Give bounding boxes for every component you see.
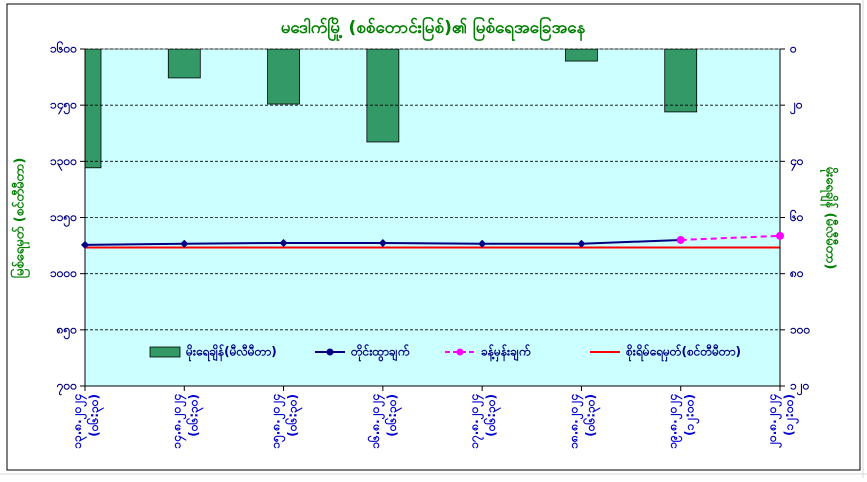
legend-label: စိုးရိမ်ရေမှတ်(စင်တီမီတာ) <box>625 343 741 363</box>
x-tick-label: ၂၀.၈.၂၀၂၄ (၁၂:၀၀) <box>765 394 800 449</box>
legend-label: တိုင်းထွာချက် <box>350 343 410 363</box>
rain-bar <box>267 49 300 105</box>
chart-title: မဒေါက်မြို့ (စစ်တောင်းမြစ်)၏ မြစ်ရေအခြေအ… <box>281 15 586 42</box>
y2-tick-label: ၄၀ <box>789 154 804 172</box>
y2-tick-label: ၁၀၀ <box>790 322 811 336</box>
y-tick-label: ၇၀၀ <box>56 379 78 397</box>
x-tick-label-line: ၁၈.၈.၂၀၂၄ <box>566 394 584 449</box>
point-marker <box>279 238 288 247</box>
x-tick-label: ၁၅.၈.၂၀၂၄ (၀၆:၃၀) <box>268 394 303 449</box>
x-tick-label-line: ၁၉.၈.၂၀၂၄ <box>665 394 683 449</box>
x-tick-label: ၁၉.၈.၂၀၂၄ (၁၂:၀၀) <box>665 394 700 449</box>
y-tick-label: ၁၃၀၀ <box>50 154 77 172</box>
point-marker <box>577 239 586 248</box>
x-tick-label: ၁၇.၈.၂၀၂၄ (၀၆:၃၀) <box>467 394 502 449</box>
point-marker <box>676 235 685 244</box>
y2-tick-label: ၆၀ <box>789 208 804 224</box>
point-marker <box>478 239 487 248</box>
y-tick-label: ၁၆၀၀ <box>50 40 77 56</box>
y2-tick-label: ၀ <box>789 42 797 56</box>
point-marker <box>81 240 89 249</box>
rain-bar <box>167 49 201 79</box>
legend-label: ခန့်မှန်းချက် <box>481 343 531 363</box>
y2-axis-title: မိုးရေချိန် (မီလီမီတာ) <box>820 167 840 270</box>
x-tick-label-line: (၀၆:၃၀) <box>283 394 303 437</box>
x-tick-label-line: ၁၃.၈.၂၀၂၄ <box>70 394 88 449</box>
x-tick-label-line: (၀၆:၃၀) <box>482 394 502 437</box>
y2-tick-label: ၁၂၀ <box>790 379 810 397</box>
x-tick-label: ၁၆.၈.၂၀၂၄ (၀၆:၃၀) <box>365 394 402 449</box>
x-tick-label-line: (၀၆:၃၀) <box>382 394 402 437</box>
point-marker <box>180 239 189 248</box>
x-tick-label-line: (၀၆:၃၀) <box>581 394 601 437</box>
point-marker <box>776 231 784 240</box>
x-tick-label-line: ၁၄.၈.၂၀၂၄ <box>169 394 187 449</box>
y-tick-label: ၁၁၅၀ <box>50 210 77 228</box>
rain-bar <box>664 49 698 113</box>
rain-bar <box>366 49 400 143</box>
series-line <box>680 234 780 241</box>
point-marker <box>378 238 387 247</box>
y-tick-label: ၈၅၀ <box>56 322 78 340</box>
x-tick-label-line: ၁၅.၈.၂၀၂၄ <box>268 394 286 449</box>
x-tick-label-line: (၀၆:၃၀) <box>184 394 204 437</box>
y-tick-label: ၁၀၀၀ <box>50 266 77 280</box>
y2-tick-label: ၂၀ <box>789 98 803 116</box>
legend-marker <box>326 348 334 356</box>
legend-label: မိုးရေချိန်(မီလီမီတာ) <box>185 343 277 363</box>
y-tick-label: ၁၄၅၀ <box>50 98 77 116</box>
x-tick-label-line: ၁၆.၈.၂၀၂၄ <box>365 394 385 449</box>
x-tick-label-line: ၂၀.၈.၂၀၂၄ <box>765 394 783 449</box>
rain-bar <box>85 49 102 169</box>
x-tick-label-line: (၀၆:၃၀) <box>85 394 105 437</box>
x-tick-label-line: (၁၂:၀၀) <box>782 394 800 436</box>
legend-marker <box>456 348 464 356</box>
y2-tick-label: ၈၀ <box>789 266 804 280</box>
legend-swatch <box>149 346 181 358</box>
x-tick-label-line: (၁၂:၀၀) <box>682 394 700 436</box>
x-tick-label: ၁၈.၈.၂၀၂၄ (၀၆:၃၀) <box>566 394 601 449</box>
x-tick-label: ၁၄.၈.၂၀၂၄ (၀၆:၃၀) <box>169 394 204 449</box>
x-tick-label-line: ၁၇.၈.၂၀၂၄ <box>467 394 485 449</box>
x-tick-label: ၁၃.၈.၂၀၂၄ (၀၆:၃၀) <box>70 394 105 449</box>
y-axis-title: မြစ်ရေမှတ် (စင်တီမီတာ) <box>10 158 31 279</box>
rain-bar <box>565 49 598 62</box>
